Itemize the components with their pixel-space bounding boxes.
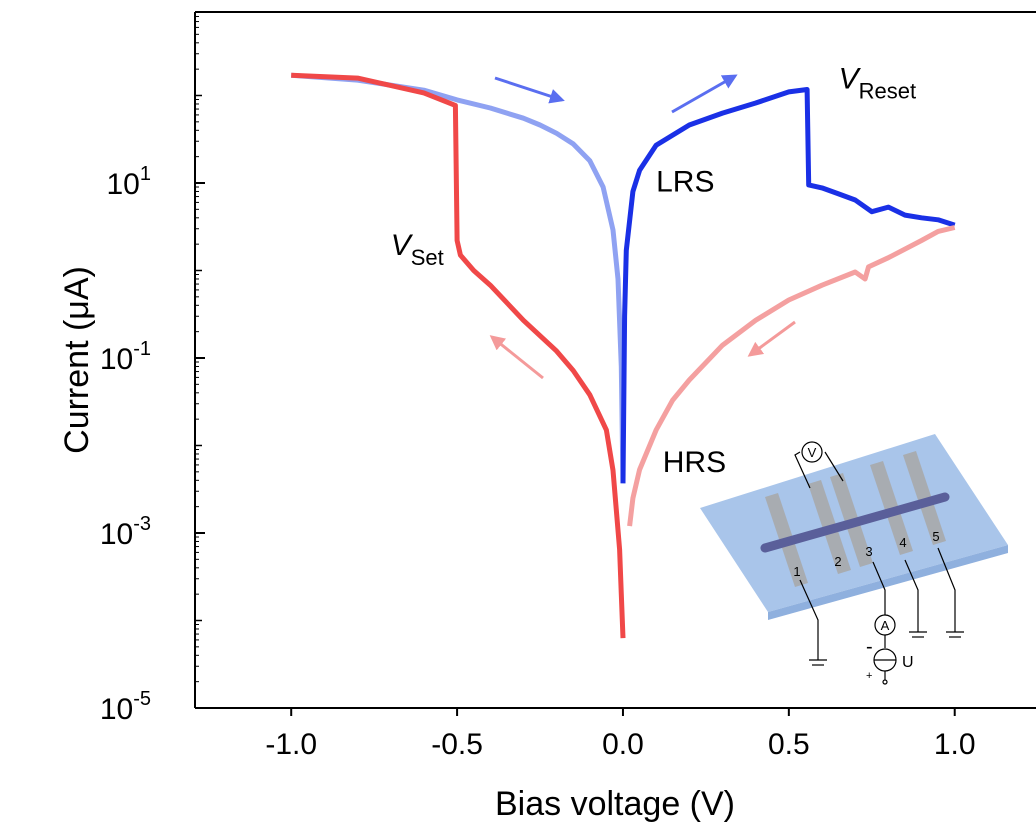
- electrode-label: 3: [865, 544, 872, 559]
- annotation-subscript: Set: [411, 245, 444, 270]
- wire: [872, 561, 886, 615]
- electrode-label: 4: [899, 535, 906, 550]
- x-tick-label: 0.0: [602, 728, 644, 761]
- frame: [194, 11, 1036, 709]
- x-tick-label: 1.0: [934, 728, 976, 761]
- y-tick-exponent: -1: [133, 338, 151, 360]
- voltmeter: [801, 441, 823, 463]
- y-tick-base: 10: [100, 518, 133, 551]
- voltmeter-label: V: [808, 445, 817, 460]
- y-tick-label: 10-3: [100, 513, 151, 551]
- annotation: VReset: [839, 63, 917, 104]
- series-line: [291, 72, 626, 639]
- annotation: LRS: [656, 165, 714, 198]
- annotation-text: V: [839, 63, 862, 96]
- series-line: [620, 87, 956, 484]
- x-tick-label: -0.5: [431, 728, 483, 761]
- y-axis-label: Current (μA): [58, 266, 96, 454]
- ammeter-label: A: [881, 618, 890, 633]
- y-tick-exponent: 1: [140, 163, 151, 185]
- y-tick-label: 101: [107, 163, 152, 201]
- electrode-label: 1: [793, 564, 800, 579]
- arrow: [671, 74, 738, 114]
- annotation: HRS: [663, 446, 726, 479]
- electrode-label: 5: [932, 529, 939, 544]
- plus-label: +: [866, 670, 872, 682]
- series-line: [291, 72, 626, 484]
- x-tick-label: 0.5: [768, 728, 810, 761]
- wire: [794, 451, 811, 489]
- y-tick-label: 10-1: [100, 338, 151, 376]
- annotation-subscript: Reset: [859, 79, 916, 104]
- electrode: [903, 451, 946, 545]
- wire: [799, 579, 819, 660]
- arrow: [747, 320, 796, 357]
- terminal: [882, 679, 888, 685]
- y-tick-exponent: -5: [133, 688, 151, 710]
- annotation-text: HRS: [663, 446, 726, 479]
- y-tick-base: 10: [100, 693, 133, 726]
- minus-label: -: [866, 636, 873, 658]
- arrow: [489, 335, 544, 380]
- arrow: [494, 76, 565, 104]
- y-tick-exponent: -3: [133, 513, 151, 535]
- annotation-text: V: [391, 229, 414, 262]
- substrate-edge: [768, 545, 1008, 620]
- y-tick-base: 10: [100, 343, 133, 376]
- wire: [824, 451, 844, 482]
- inset-device: 1 2 3 4 5 V A U - +: [700, 434, 1008, 685]
- y-tick-label: 10-5: [100, 688, 151, 726]
- x-axis-label: Bias voltage (V): [495, 785, 735, 823]
- source-label: U: [902, 654, 914, 671]
- wire: [904, 559, 919, 632]
- series-line: [627, 225, 956, 527]
- wire: [937, 547, 956, 632]
- electrode-label: 2: [834, 554, 841, 569]
- annotation: VSet: [391, 229, 444, 270]
- y-tick-base: 10: [107, 168, 140, 201]
- annotation-text: LRS: [656, 165, 714, 198]
- x-tick-label: -1.0: [265, 728, 317, 761]
- nanowire: [760, 492, 950, 553]
